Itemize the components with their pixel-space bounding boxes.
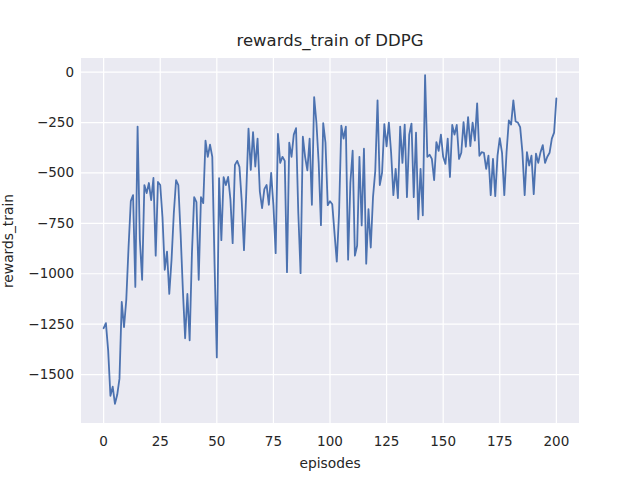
x-tick-label: 175 (470, 433, 530, 449)
y-tick-label: −1000 (4, 266, 74, 281)
y-tick-label: −1250 (4, 317, 74, 332)
plot-area (0, 0, 640, 480)
y-tick-label: −500 (4, 165, 74, 180)
figure: rewards_train of DDPG rewards_train 0255… (0, 0, 640, 480)
y-tick-label: −750 (4, 216, 74, 231)
x-tick-label: 0 (74, 433, 134, 449)
x-tick-label: 25 (130, 433, 190, 449)
x-axis-label: episodes (81, 455, 579, 471)
y-tick-label: −250 (4, 115, 74, 130)
x-tick-label: 100 (300, 433, 360, 449)
x-tick-label: 150 (413, 433, 473, 449)
y-tick-label: 0 (4, 65, 74, 80)
x-tick-label: 75 (243, 433, 303, 449)
x-tick-label: 125 (357, 433, 417, 449)
x-tick-label: 200 (526, 433, 586, 449)
y-tick-label: −1500 (4, 367, 74, 382)
x-tick-label: 50 (187, 433, 247, 449)
